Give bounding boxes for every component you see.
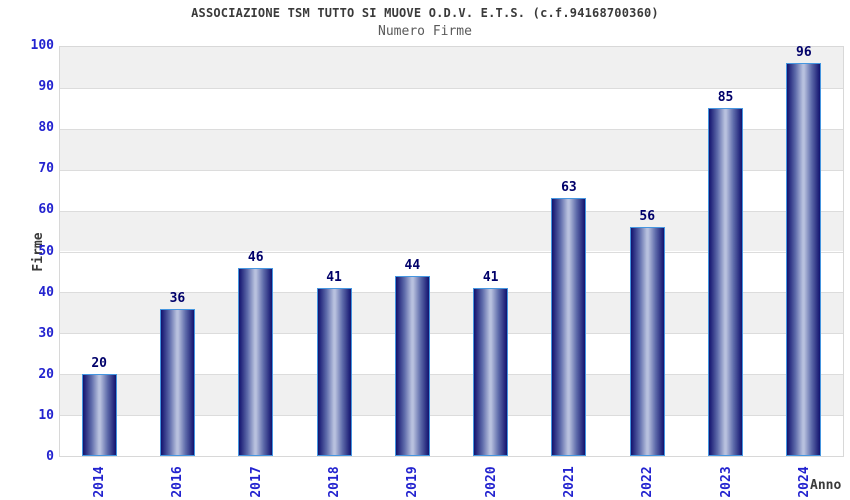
- bar-value-label: 56: [639, 208, 656, 224]
- bar-value-label: 85: [717, 90, 734, 106]
- y-tick-label: 10: [38, 407, 54, 423]
- y-tick-label: 0: [46, 449, 54, 464]
- bar: 41: [473, 270, 509, 456]
- x-axis-title: Anno: [810, 478, 842, 493]
- y-tick-label: 80: [38, 120, 54, 136]
- bar-value-label: 44: [404, 258, 421, 274]
- grid-line: [60, 210, 843, 212]
- plot-band: [60, 47, 843, 88]
- bar-value-label: 41: [326, 270, 342, 286]
- y-tick-label: 50: [38, 243, 54, 259]
- bar: 46: [238, 250, 274, 456]
- bar-value-label: 41: [482, 270, 499, 286]
- x-tick-label: 2021: [561, 466, 577, 498]
- grid-line: [60, 374, 843, 376]
- bar: 56: [629, 209, 665, 456]
- grid-line: [60, 292, 843, 294]
- grid-line: [60, 128, 843, 130]
- bar: 85: [708, 90, 744, 456]
- y-tick-label: 70: [38, 161, 54, 177]
- x-tick-label: 2022: [639, 466, 655, 498]
- bar-value-label: 96: [796, 45, 812, 61]
- x-tick-label: 2018: [326, 466, 342, 498]
- bar: 41: [316, 270, 352, 456]
- x-tick-label: 2020: [483, 466, 499, 498]
- x-tick-label: 2016: [169, 466, 185, 498]
- grid-line: [60, 333, 843, 335]
- bar: 36: [159, 291, 195, 456]
- bar-value-label: 63: [561, 180, 577, 196]
- grid-line: [60, 251, 843, 253]
- y-tick-label: 100: [30, 38, 54, 53]
- bar: 96: [786, 45, 822, 456]
- grid-line: [60, 415, 843, 417]
- bar-value-label: 20: [91, 356, 107, 372]
- y-tick-label: 90: [38, 79, 54, 95]
- bar: 20: [81, 356, 117, 456]
- y-tick-label: 30: [38, 325, 54, 341]
- x-tick-label: 2017: [248, 466, 264, 498]
- chart-title: ASSOCIAZIONE TSM TUTTO SI MUOVE O.D.V. E…: [191, 6, 659, 20]
- chart-subtitle: Numero Firme: [378, 24, 472, 39]
- bar: 44: [394, 258, 430, 456]
- bar-value-label: 46: [247, 249, 264, 265]
- plot-area: 20 36 46 41 44 41 63 56 85 96: [59, 45, 844, 457]
- bar: 63: [551, 180, 587, 456]
- x-tick-label: 2023: [718, 466, 734, 498]
- bar-value-label: 36: [169, 290, 186, 306]
- x-tick-label: 2019: [404, 466, 420, 498]
- y-tick-label: 40: [38, 284, 54, 300]
- x-tick-label: 2024: [796, 466, 812, 498]
- y-tick-label: 60: [38, 202, 54, 218]
- grid-line: [60, 87, 843, 89]
- x-tick-label: 2014: [91, 466, 107, 498]
- grid-line: [60, 169, 843, 171]
- y-tick-label: 20: [38, 366, 54, 382]
